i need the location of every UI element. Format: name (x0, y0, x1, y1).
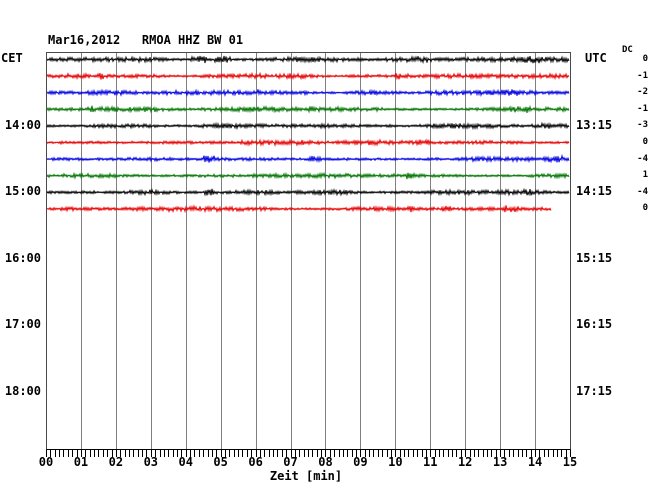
plot-title: Mar16,2012 RMOA HHZ BW 01 (48, 33, 244, 47)
x-axis (46, 449, 571, 457)
seismic-trace-row-5-red (46, 138, 570, 147)
utc-axis-label: UTC (585, 51, 607, 65)
x-tick-label-15: 15 (562, 455, 578, 469)
cet-axis-label: CET (1, 51, 23, 65)
cet-hour-15:00: 15:00 (4, 184, 41, 199)
x-tick-label-04: 04 (178, 455, 193, 469)
dc-value-row-2: -2 (637, 87, 648, 98)
x-tick-label-06: 06 (248, 455, 263, 469)
minute-gridlines (81, 52, 536, 449)
cet-hour-17:00: 17:00 (4, 317, 41, 332)
dc-value-row-4: -3 (637, 120, 648, 131)
utc-hour-17:15: 17:15 (576, 383, 613, 398)
x-tick-label-02: 02 (108, 455, 124, 469)
x-tick-label-12: 12 (457, 455, 473, 469)
x-tick-label-13: 13 (492, 455, 508, 469)
dc-value-row-5: 0 (642, 137, 648, 147)
seismic-trace-row-0-black (46, 54, 570, 65)
dc-column-label: DC (622, 45, 633, 55)
cet-hour-14:00: 14:00 (4, 117, 41, 132)
dc-value-row-9: 0 (642, 203, 648, 214)
utc-hour-13:15: 13:15 (576, 117, 613, 132)
x-tick-label-14: 14 (527, 455, 543, 469)
dc-value-row-1: -1 (637, 70, 648, 81)
seismic-trace-row-2-blue (46, 88, 570, 98)
seismic-trace-row-7-green (46, 171, 570, 180)
seismic-traces (46, 54, 570, 214)
cet-hour-18:00: 18:00 (4, 383, 41, 398)
utc-hour-15:15: 15:15 (576, 250, 613, 265)
x-tick-label-05: 05 (213, 455, 228, 469)
x-tick-label-01: 01 (73, 455, 89, 469)
x-tick-label-03: 03 (143, 455, 159, 469)
seismic-trace-row-6-blue (46, 153, 570, 164)
x-tick-label-08: 08 (318, 455, 333, 469)
dc-value-row-7: 1 (642, 170, 648, 181)
utc-hour-16:15: 16:15 (576, 317, 613, 332)
x-axis-title: Zeit [min] (269, 469, 343, 483)
x-tick-label-00: 00 (38, 455, 54, 469)
seismic-trace-row-9-red (46, 204, 552, 214)
seismic-trace-row-1-red (46, 71, 570, 81)
cet-hour-16:00: 16:00 (4, 250, 41, 265)
x-tick-label-11: 11 (423, 455, 438, 469)
plot-border (46, 52, 571, 450)
utc-hour-14:15: 14:15 (576, 184, 613, 199)
x-tick-label-07: 07 (283, 455, 298, 469)
dc-value-row-6: -4 (637, 153, 648, 164)
seismic-trace-row-3-green (46, 104, 570, 114)
x-tick-label-10: 10 (388, 455, 403, 469)
dc-value-row-8: -4 (637, 186, 648, 197)
dc-value-row-3: -1 (637, 103, 648, 114)
seismic-trace-row-4-black (46, 121, 570, 131)
x-tick-label-09: 09 (353, 455, 368, 469)
dc-value-row-0: 0 (642, 54, 648, 64)
seismic-trace-row-8-black (46, 187, 570, 197)
